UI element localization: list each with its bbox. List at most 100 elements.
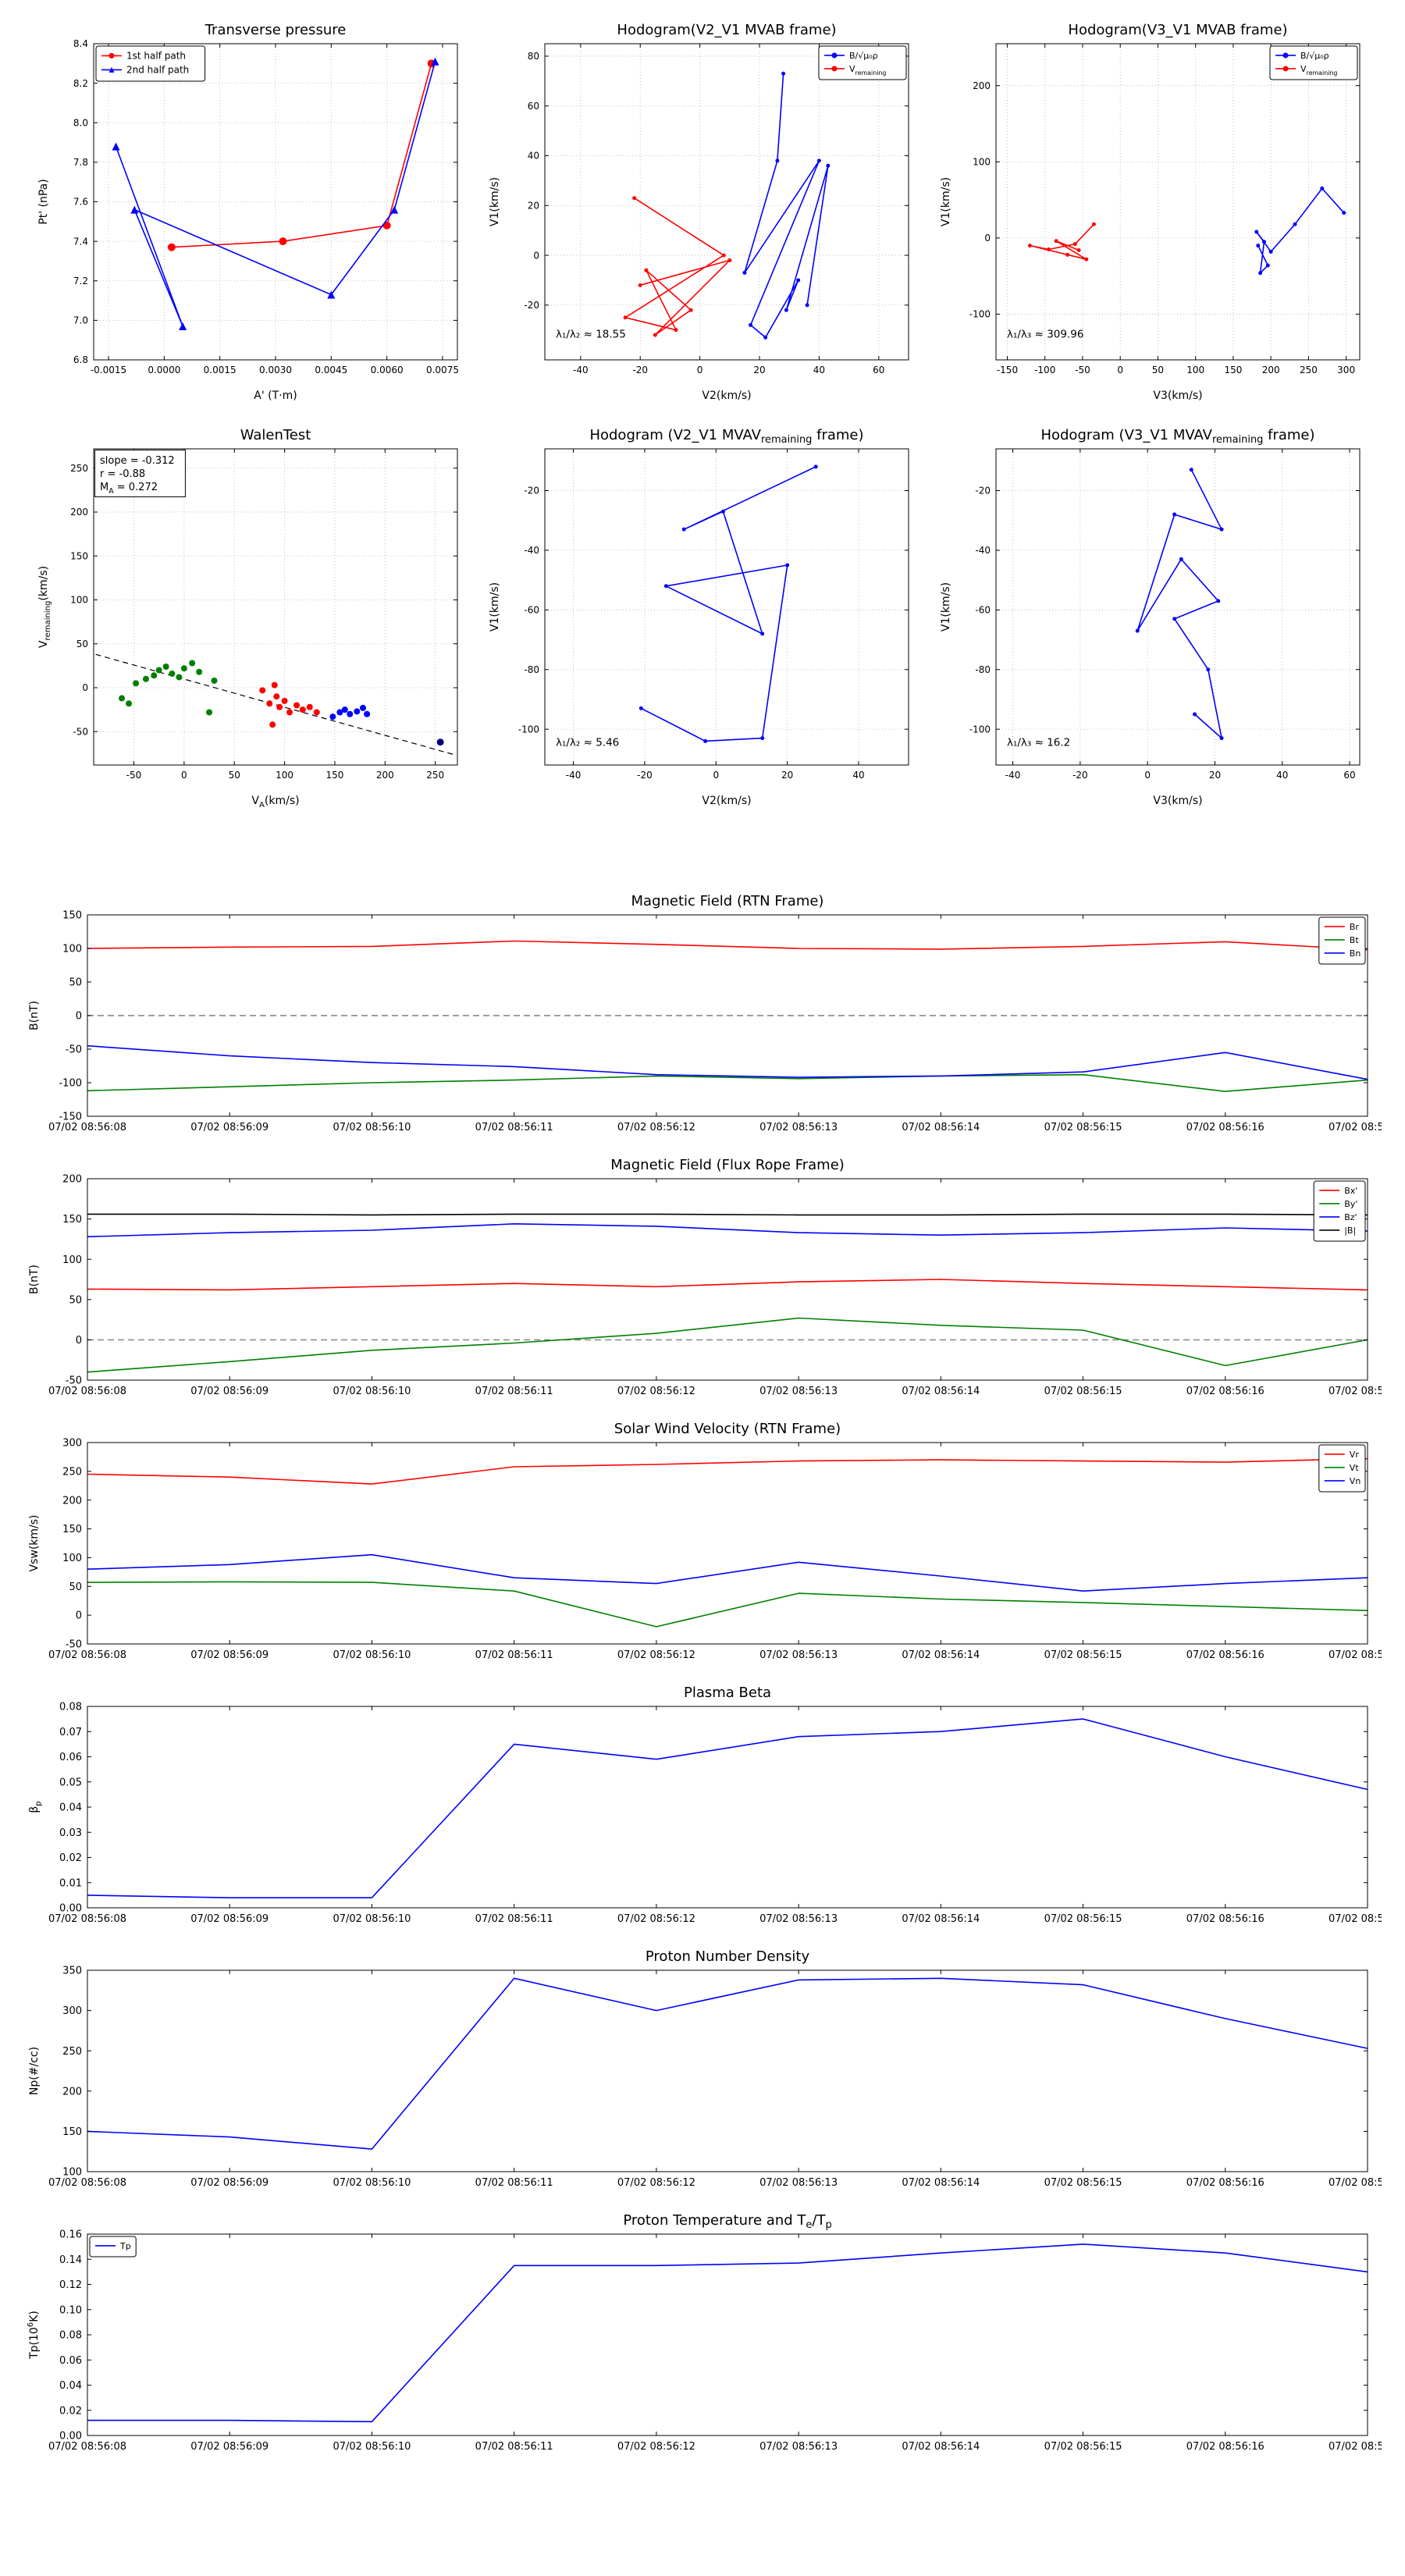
svg-text:-50: -50 xyxy=(66,1639,82,1651)
svg-text:07/02 08:56:08: 07/02 08:56:08 xyxy=(48,1386,126,1397)
svg-text:07/02 08:56:14: 07/02 08:56:14 xyxy=(902,2177,980,2189)
svg-text:7.0: 7.0 xyxy=(73,315,88,326)
svg-text:-100: -100 xyxy=(969,724,991,735)
svg-text:07/02 08:56:17: 07/02 08:56:17 xyxy=(1329,2441,1382,2453)
svg-text:0: 0 xyxy=(76,1335,82,1347)
svg-text:07/02 08:56:08: 07/02 08:56:08 xyxy=(48,2441,126,2453)
svg-text:MA = 0.272: MA = 0.272 xyxy=(100,482,158,496)
svg-text:Hodogram (V2_V1 MVAVremaining: Hodogram (V2_V1 MVAVremaining frame) xyxy=(589,427,863,446)
svg-text:07/02 08:56:09: 07/02 08:56:09 xyxy=(190,1913,269,1925)
svg-text:60: 60 xyxy=(1343,770,1355,781)
svg-text:07/02 08:56:12: 07/02 08:56:12 xyxy=(617,1386,695,1397)
svg-text:50: 50 xyxy=(76,639,88,649)
svg-text:B/√μ₀ρ: B/√μ₀ρ xyxy=(1300,51,1329,61)
svg-text:λ₁/λ₂ ≈ 5.46: λ₁/λ₂ ≈ 5.46 xyxy=(556,737,619,749)
svg-text:0.08: 0.08 xyxy=(59,2330,82,2342)
svg-text:07/02 08:56:13: 07/02 08:56:13 xyxy=(759,2177,838,2189)
svg-text:150: 150 xyxy=(62,1214,82,1226)
svg-text:07/02 08:56:08: 07/02 08:56:08 xyxy=(48,1122,126,1133)
svg-text:07/02 08:56:10: 07/02 08:56:10 xyxy=(333,2441,411,2453)
svg-text:07/02 08:56:11: 07/02 08:56:11 xyxy=(475,1122,553,1133)
svg-text:0.04: 0.04 xyxy=(59,2380,82,2392)
svg-text:07/02 08:56:13: 07/02 08:56:13 xyxy=(759,1386,838,1397)
svg-text:-40: -40 xyxy=(975,545,991,556)
svg-text:-40: -40 xyxy=(573,365,589,375)
top-chart-row-1: -0.0015 0.0000 0.0015 0.0030 0.0045 0.0060 0.0… xyxy=(0,0,1405,405)
svg-text:-40: -40 xyxy=(566,770,582,781)
svg-text:0: 0 xyxy=(697,365,703,375)
chart-walen-test: -50 0 50 100 150 200 250 -50 0 50 100 150 200 250 Wale… xyxy=(33,416,470,810)
svg-text:Proton Temperature and Te/Tp: Proton Temperature and Te/Tp xyxy=(623,2212,831,2231)
svg-text:Br: Br xyxy=(1350,922,1360,932)
svg-text:07/02 08:56:10: 07/02 08:56:10 xyxy=(333,1122,411,1133)
svg-text:07/02 08:56:17: 07/02 08:56:17 xyxy=(1329,1386,1382,1397)
svg-text:Magnetic Field (Flux Rope Fram: Magnetic Field (Flux Rope Frame) xyxy=(610,1157,845,1173)
svg-text:Magnetic Field (RTN Frame): Magnetic Field (RTN Frame) xyxy=(631,893,824,909)
svg-text:0.02: 0.02 xyxy=(59,1852,82,1864)
svg-text:λ₁/λ₃ ≈ 309.96: λ₁/λ₃ ≈ 309.96 xyxy=(1007,329,1083,341)
svg-text:Hodogram(V3_V1 MVAB frame): Hodogram(V3_V1 MVAB frame) xyxy=(1068,22,1287,38)
svg-text:7.2: 7.2 xyxy=(73,276,88,286)
svg-text:-100: -100 xyxy=(1034,365,1055,375)
svg-text:50: 50 xyxy=(69,1582,82,1593)
svg-text:-100: -100 xyxy=(969,309,991,320)
chart-magnetic-field-rtn: 07/02 08:56:08 07/02 08:56:09 07/02 08:56:… xyxy=(23,885,1382,1144)
svg-text:0: 0 xyxy=(76,1610,82,1622)
svg-text:0.12: 0.12 xyxy=(59,2279,82,2291)
svg-text:200: 200 xyxy=(62,2086,82,2097)
svg-text:Np(#/cc): Np(#/cc) xyxy=(28,2047,41,2095)
svg-text:07/02 08:56:17: 07/02 08:56:17 xyxy=(1329,2177,1382,2189)
svg-text:07/02 08:56:11: 07/02 08:56:11 xyxy=(475,1649,553,1661)
svg-text:07/02 08:56:11: 07/02 08:56:11 xyxy=(475,1386,553,1397)
chart-hodogram-v3v1-mvav: -40 -20 0 20 40 60 -100 -80 -60 -40 -20 Hodogram (V… xyxy=(935,416,1372,810)
svg-text:V1(km/s): V1(km/s) xyxy=(940,177,952,226)
svg-text:-40: -40 xyxy=(1005,770,1021,781)
svg-text:07/02 08:56:16: 07/02 08:56:16 xyxy=(1186,2441,1264,2453)
svg-text:50: 50 xyxy=(1152,365,1164,375)
svg-text:07/02 08:56:14: 07/02 08:56:14 xyxy=(902,1649,980,1661)
svg-text:07/02 08:56:10: 07/02 08:56:10 xyxy=(333,1913,411,1925)
svg-text:200: 200 xyxy=(62,1174,82,1186)
svg-text:40: 40 xyxy=(852,770,864,781)
svg-text:Tp(106K): Tp(106K) xyxy=(27,2311,41,2360)
svg-text:80: 80 xyxy=(528,51,539,62)
svg-text:-80: -80 xyxy=(975,664,991,675)
svg-text:Vn: Vn xyxy=(1350,1476,1361,1486)
svg-text:07/02 08:56:16: 07/02 08:56:16 xyxy=(1186,1122,1264,1133)
svg-text:8.4: 8.4 xyxy=(73,38,88,49)
svg-text:07/02 08:56:15: 07/02 08:56:15 xyxy=(1044,1913,1122,1925)
svg-text:0.00: 0.00 xyxy=(59,1903,82,1915)
svg-text:200: 200 xyxy=(70,507,88,518)
svg-text:7.8: 7.8 xyxy=(73,157,88,168)
svg-text:250: 250 xyxy=(62,2046,82,2058)
svg-text:0.0030: 0.0030 xyxy=(259,365,292,375)
svg-text:50: 50 xyxy=(229,770,240,781)
svg-text:100: 100 xyxy=(62,1254,82,1266)
svg-text:8.2: 8.2 xyxy=(73,78,88,89)
svg-text:07/02 08:56:12: 07/02 08:56:12 xyxy=(617,2441,695,2453)
svg-text:100: 100 xyxy=(973,156,991,167)
svg-text:-80: -80 xyxy=(524,664,539,675)
svg-text:60: 60 xyxy=(873,365,884,375)
svg-text:B(nT): B(nT) xyxy=(28,1001,41,1030)
svg-text:100: 100 xyxy=(276,770,293,781)
chart-hodogram-v3v1-mvab: -150 -100 -50 0 50 100 150 200 250 300 -100 0 100 200… xyxy=(935,11,1372,405)
svg-text:r = -0.88: r = -0.88 xyxy=(100,468,145,480)
svg-text:150: 150 xyxy=(70,550,88,561)
svg-text:40: 40 xyxy=(1276,770,1288,781)
svg-text:0.05: 0.05 xyxy=(59,1777,82,1788)
svg-text:07/02 08:56:11: 07/02 08:56:11 xyxy=(475,2441,553,2453)
time-series-section: 07/02 08:56:08 07/02 08:56:09 07/02 08:56:… xyxy=(0,885,1405,2464)
svg-text:200: 200 xyxy=(1262,365,1280,375)
svg-text:40: 40 xyxy=(813,365,825,375)
chart-transverse-pressure: -0.0015 0.0000 0.0015 0.0030 0.0045 0.0060 0.0… xyxy=(33,11,470,405)
svg-text:07/02 08:56:13: 07/02 08:56:13 xyxy=(759,2441,838,2453)
chart-hodogram-v2v1-mvav: -40 -20 0 20 40 -100 -80 -60 -40 -20 Hodogram (V2_… xyxy=(484,416,921,810)
svg-text:-50: -50 xyxy=(66,1044,82,1056)
svg-text:07/02 08:56:16: 07/02 08:56:16 xyxy=(1186,1913,1264,1925)
svg-text:Bt: Bt xyxy=(1350,935,1360,945)
svg-text:-100: -100 xyxy=(518,724,539,735)
svg-text:Vremaining: Vremaining xyxy=(1300,64,1337,76)
svg-text:Bz': Bz' xyxy=(1344,1212,1357,1222)
